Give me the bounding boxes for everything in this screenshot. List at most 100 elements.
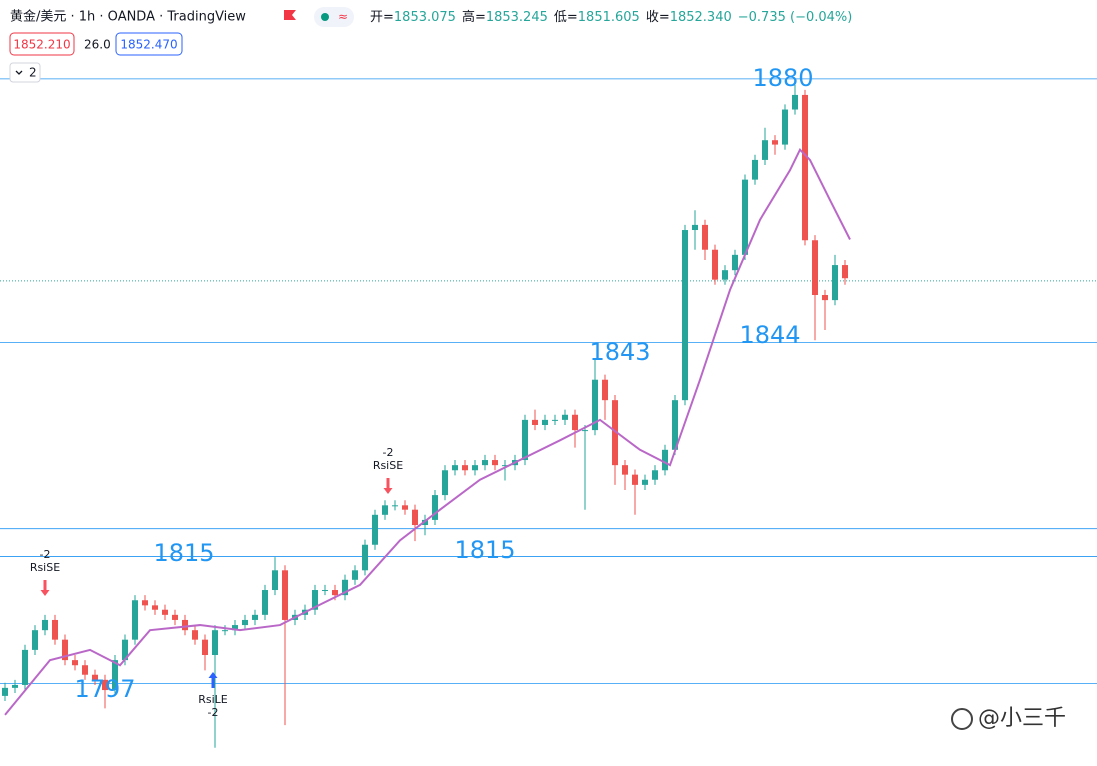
candle-body [282, 570, 288, 620]
moving-average [4, 147, 851, 716]
chevron-icon [15, 70, 23, 75]
candle-body [352, 570, 358, 580]
candle-body [642, 479, 648, 485]
candle-body [332, 590, 338, 596]
candle-body [312, 590, 318, 610]
readout-key: 高= [462, 9, 486, 25]
ask-price: 1852.470 [120, 38, 177, 52]
candle-body [602, 379, 608, 401]
candle-body [62, 639, 68, 661]
candle-body [632, 474, 638, 485]
candle-body [422, 519, 428, 526]
candle-body [742, 179, 748, 255]
candle-body [612, 400, 618, 466]
ohlc-readout: 开=1853.075 高=1853.245 低=1851.605 收=1852.340… [370, 9, 852, 25]
candle-body [362, 544, 368, 571]
readout-value: 1853.245 [486, 10, 548, 25]
indicator-toggle[interactable] [9, 62, 41, 83]
candle-body [502, 465, 508, 467]
candle-body [752, 159, 758, 180]
candle-body [432, 495, 438, 520]
candle-body [102, 679, 108, 691]
candle-body [182, 619, 188, 631]
bid-price: 1852.210 [13, 38, 70, 52]
plot-area [0, 78, 1097, 748]
candle-body [32, 630, 38, 650]
candle-body [222, 630, 228, 632]
candle-body [22, 649, 28, 685]
candle-body [792, 94, 798, 110]
signal-name: RsiSE [30, 561, 60, 574]
price-annotation: 1843 [589, 338, 650, 366]
candle-body [402, 505, 408, 510]
candle-body [822, 295, 828, 301]
candle-body [412, 509, 418, 526]
candle-body [72, 660, 78, 666]
status-pill[interactable] [314, 7, 354, 27]
candle-body [122, 639, 128, 661]
candle-body [452, 465, 458, 471]
candle-body [202, 639, 208, 656]
candle-body [812, 240, 818, 296]
readout-key: 低= [554, 10, 578, 25]
candle-body [162, 609, 168, 615]
watermark: @小三千 [951, 706, 1066, 731]
candle-body [12, 684, 18, 688]
candle-body [732, 254, 738, 271]
candle-body [392, 505, 398, 507]
flag-icon[interactable] [284, 10, 296, 20]
candle-body [552, 419, 558, 421]
candle-body [572, 414, 578, 431]
price-annotation: 1815 [454, 536, 515, 564]
chart-title: 黄金/美元 · 1h · OANDA · TradingView [10, 9, 246, 25]
candle-body [142, 600, 148, 606]
signal-qty: -2 [40, 548, 51, 561]
candle-body [722, 270, 728, 280]
candle-body [592, 379, 598, 431]
candle-body [662, 449, 668, 471]
price-annotation: 1844 [739, 321, 800, 349]
signal-name: RsiSE [373, 459, 403, 472]
candle-body [252, 614, 258, 620]
candle-body [382, 505, 388, 515]
candle-body [622, 465, 628, 475]
candle-body [2, 687, 8, 696]
candle-body [462, 465, 468, 471]
header: 黄金/美元 · 1h · OANDA · TradingView ≈ 开= 185… [9, 7, 852, 83]
candle-body [92, 674, 98, 680]
status-icon: ≈ [338, 10, 348, 24]
candle-body [672, 400, 678, 450]
signal-qty: -2 [383, 446, 394, 459]
ask-box[interactable] [115, 32, 183, 56]
candle-body [652, 470, 658, 480]
candle-body [132, 600, 138, 640]
candle-body [82, 665, 88, 675]
candle-body [172, 614, 178, 620]
candle-body [482, 460, 488, 466]
price-annotation: 1880 [752, 64, 813, 92]
candle-body [682, 230, 688, 401]
candle-body [492, 460, 498, 466]
candle-body [242, 619, 248, 626]
readout-key: 开= [370, 10, 394, 25]
candle-body [532, 419, 538, 425]
candle-body [192, 630, 198, 640]
candle-body [582, 430, 588, 432]
candle-body [842, 265, 848, 279]
status-dot [321, 13, 329, 21]
readout-value: 1852.340 [670, 10, 732, 25]
candle-body [562, 414, 568, 420]
candle-body [112, 660, 118, 691]
price-annotation: 1815 [153, 539, 214, 567]
watermark-text: @小三千 [978, 706, 1066, 731]
readout-value: 1851.605 [578, 10, 640, 25]
logo-icon [951, 708, 973, 730]
indicator-count: 2 [29, 66, 37, 80]
readout-key: 收= [646, 10, 670, 25]
bid-box[interactable] [9, 32, 75, 56]
candle-body [542, 419, 548, 425]
candle-body [712, 249, 718, 280]
candle-body [832, 265, 838, 301]
candle-body [692, 224, 698, 231]
